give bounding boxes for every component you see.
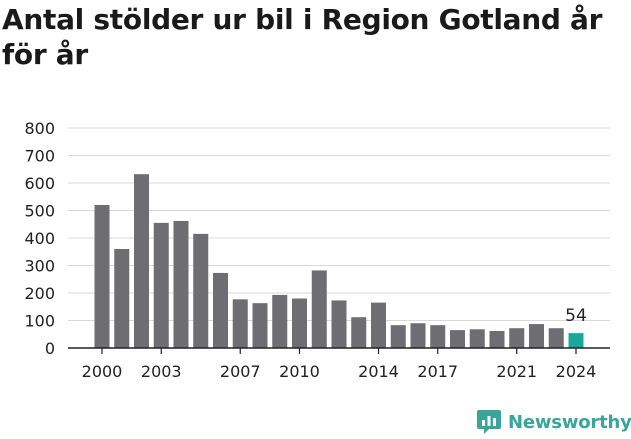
y-tick-label: 400 [24, 229, 55, 248]
x-tick-label: 2014 [358, 362, 399, 381]
bar-2018 [450, 330, 465, 348]
y-tick-label: 700 [24, 147, 55, 166]
bar-2021 [509, 328, 525, 348]
y-tick-label: 300 [24, 257, 55, 276]
y-tick-label: 200 [24, 284, 55, 303]
bar-2002 [134, 174, 149, 348]
newsworthy-logo: Newsworthy [476, 409, 631, 435]
bar-2001 [114, 249, 130, 348]
x-tick-label: 2021 [496, 362, 537, 381]
bars [94, 174, 584, 348]
bar-2022 [529, 324, 544, 348]
bar-2011 [311, 270, 327, 348]
y-tick-label: 600 [24, 174, 55, 193]
bar-2013 [351, 317, 367, 348]
bar-2005 [193, 233, 209, 348]
y-axis-ticks: 0 100 200 300 400 500 600 700 800 [24, 119, 55, 358]
y-tick-label: 100 [24, 312, 55, 331]
data-labels: 54 [565, 306, 587, 326]
newsworthy-logo-icon [477, 410, 501, 434]
bar-2010 [292, 298, 307, 348]
gridlines [68, 127, 610, 321]
x-tick-label: 2017 [417, 362, 458, 381]
x-tick-label: 2024 [556, 362, 597, 381]
y-tick-label: 0 [45, 339, 55, 358]
bar-2012 [331, 300, 347, 348]
bar-2020 [489, 330, 505, 348]
chart-title: Antal stölder ur bil i Region Gotland år… [2, 3, 603, 71]
bar-2024 [568, 333, 584, 348]
data-label-2024: 54 [565, 306, 587, 326]
x-tick-label: 2007 [220, 362, 261, 381]
bar-2015 [390, 325, 406, 348]
bar-2016 [410, 323, 426, 348]
bar-2006 [213, 272, 228, 348]
x-tick-label: 2010 [279, 362, 320, 381]
bar-2023 [548, 328, 564, 348]
x-tick-label: 2003 [141, 362, 182, 381]
bar-2000 [94, 205, 110, 348]
x-tick-label: 2000 [82, 362, 123, 381]
bar-2017 [430, 325, 446, 348]
x-axis-ticks: 2000 2003 2007 2010 2014 2017 2021 2024 [82, 348, 597, 381]
brand-name: Newsworthy [508, 411, 631, 433]
bar-2003 [153, 222, 169, 348]
bar-2008 [252, 303, 268, 348]
bar-2004 [173, 220, 189, 348]
y-tick-label: 500 [24, 202, 55, 221]
bar-2007 [232, 299, 248, 348]
bar-2014 [371, 302, 386, 348]
bar-2009 [272, 294, 288, 348]
bar-2019 [469, 329, 485, 348]
y-tick-label: 800 [24, 119, 55, 138]
